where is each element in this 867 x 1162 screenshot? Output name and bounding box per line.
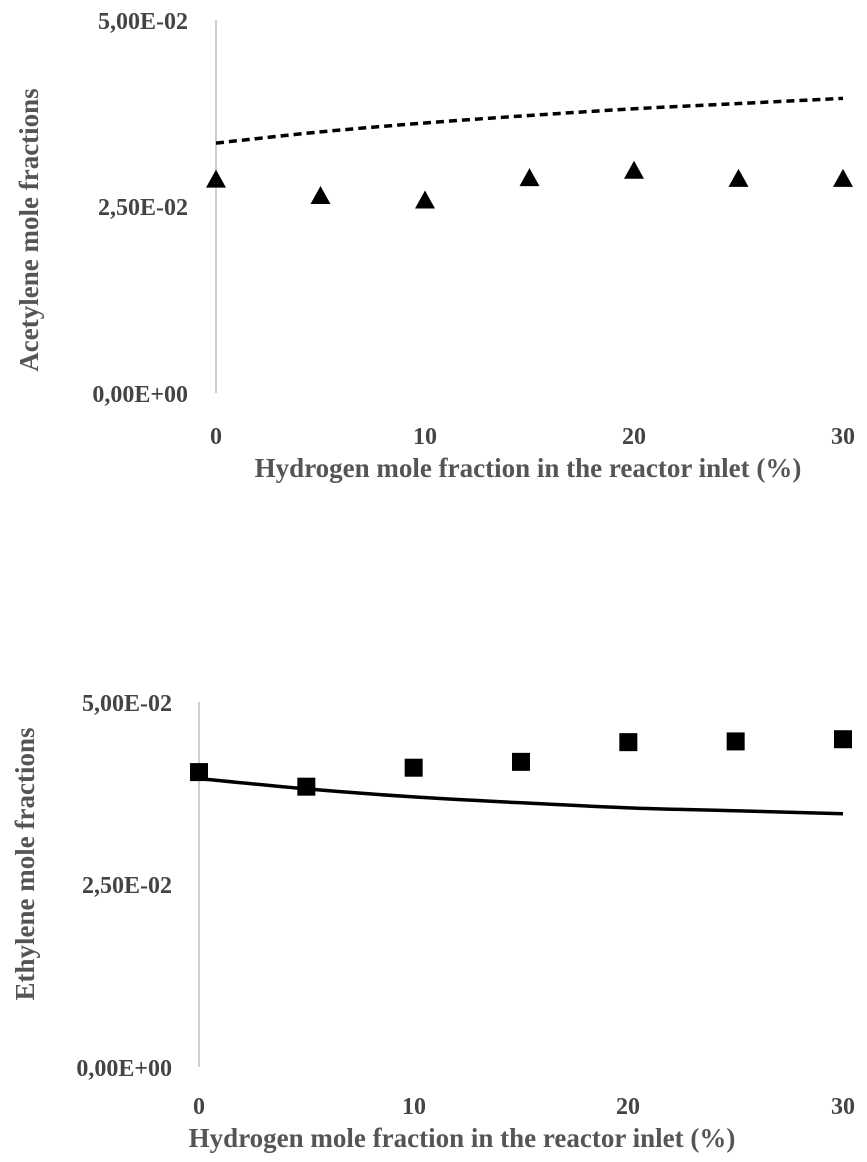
x-tick-label: 0: [193, 1094, 205, 1120]
triangle-marker: [728, 168, 749, 187]
square-marker: [190, 763, 208, 782]
x-tick-labels: 0 10 20 30: [210, 424, 855, 450]
y-axis-title: Acetylene mole fractions: [14, 88, 44, 371]
triangle-marker: [310, 186, 331, 205]
acetylene-chart: 5,00E-02 2,50E-02 0,00E+00 0 10 20 30 Hy…: [14, 9, 855, 483]
x-tick-label: 10: [402, 1094, 426, 1120]
x-axis-title: Hydrogen mole fraction in the reactor in…: [189, 1123, 736, 1153]
y-tick-label: 0,00E+00: [76, 1056, 172, 1082]
square-marker: [297, 777, 316, 796]
triangle-marker: [833, 168, 853, 187]
y-axis-title: Ethylene mole fractions: [10, 728, 40, 1001]
square-marker: [834, 730, 852, 749]
x-tick-label: 10: [413, 424, 437, 450]
square-marker: [404, 758, 423, 777]
y-tick-labels: 5,00E-02 2,50E-02 0,00E+00: [76, 691, 172, 1082]
x-axis-title: Hydrogen mole fraction in the reactor in…: [255, 453, 802, 483]
y-tick-labels: 5,00E-02 2,50E-02 0,00E+00: [92, 9, 188, 408]
x-tick-label: 20: [616, 1094, 640, 1120]
x-tick-label: 30: [831, 1094, 855, 1120]
triangle-marker: [624, 160, 644, 179]
model-dashed-line: [215, 96, 844, 145]
x-tick-labels: 0 10 20 30: [193, 1094, 855, 1120]
y-tick-label: 0,00E+00: [92, 382, 188, 408]
plot-area: [190, 730, 852, 816]
plot-area: [206, 96, 853, 209]
square-marker: [512, 752, 530, 771]
y-tick-label: 2,50E-02: [82, 873, 172, 899]
model-solid-line: [198, 776, 844, 816]
triangle-marker: [206, 169, 226, 188]
ethylene-chart: 5,00E-02 2,50E-02 0,00E+00 0 10 20 30 Hy…: [10, 691, 855, 1153]
square-marker: [726, 732, 745, 751]
triangle-marker: [519, 168, 540, 187]
x-tick-label: 20: [622, 424, 646, 450]
x-tick-label: 30: [831, 424, 855, 450]
x-tick-label: 0: [210, 424, 222, 450]
y-tick-label: 5,00E-02: [82, 691, 172, 717]
y-tick-label: 2,50E-02: [98, 195, 188, 221]
y-tick-label: 5,00E-02: [98, 9, 188, 35]
triangle-marker: [415, 190, 435, 209]
square-marker: [619, 733, 638, 752]
